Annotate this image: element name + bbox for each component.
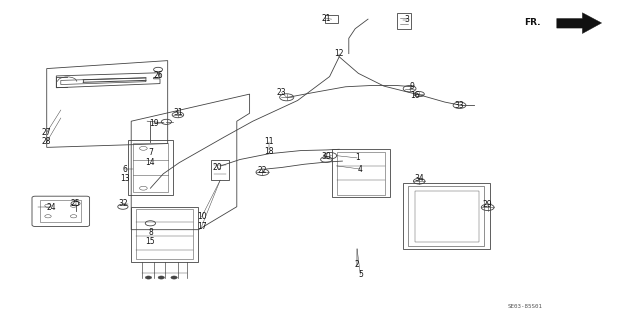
- Text: 2: 2: [355, 260, 360, 269]
- Text: 10: 10: [196, 212, 207, 221]
- Text: 23: 23: [276, 88, 287, 97]
- Text: 29: 29: [483, 200, 493, 209]
- Polygon shape: [557, 13, 602, 33]
- Text: 26: 26: [154, 71, 164, 80]
- Bar: [403, 183, 490, 249]
- Text: 33: 33: [454, 101, 465, 110]
- Circle shape: [145, 276, 152, 279]
- Bar: [136, 209, 193, 259]
- Text: 17: 17: [196, 222, 207, 231]
- Bar: [397, 13, 411, 29]
- Text: 5: 5: [358, 270, 363, 279]
- Text: 18: 18: [264, 147, 273, 156]
- Bar: [332, 149, 390, 197]
- Bar: [128, 140, 173, 195]
- Text: SE03-85S01: SE03-85S01: [508, 304, 542, 309]
- Text: 22: 22: [258, 166, 267, 175]
- Text: 28: 28: [42, 137, 51, 146]
- Text: 6: 6: [122, 165, 127, 174]
- Text: 13: 13: [120, 174, 130, 183]
- Text: 15: 15: [145, 237, 156, 246]
- Text: 4: 4: [358, 165, 363, 174]
- Bar: [131, 207, 198, 262]
- Text: 34: 34: [414, 174, 424, 182]
- Text: 9: 9: [410, 82, 415, 91]
- Bar: [40, 200, 81, 222]
- Text: 24: 24: [46, 203, 56, 212]
- Text: 19: 19: [148, 119, 159, 128]
- Text: 27: 27: [42, 128, 52, 137]
- Bar: [133, 143, 168, 192]
- Text: 16: 16: [410, 91, 420, 100]
- Text: 3: 3: [404, 15, 410, 24]
- Circle shape: [171, 276, 177, 279]
- Circle shape: [158, 276, 164, 279]
- Text: 12: 12: [335, 49, 344, 58]
- Text: 21: 21: [322, 14, 331, 23]
- Bar: [337, 152, 385, 195]
- Text: FR.: FR.: [524, 19, 541, 27]
- Text: 30: 30: [321, 152, 332, 161]
- Text: 1: 1: [355, 153, 360, 162]
- Text: 11: 11: [264, 137, 273, 146]
- Text: 20: 20: [212, 163, 223, 172]
- Text: 32: 32: [118, 199, 128, 208]
- Text: 25: 25: [70, 199, 81, 208]
- Text: 14: 14: [145, 158, 156, 167]
- Text: 8: 8: [148, 228, 153, 237]
- Bar: [325, 15, 338, 23]
- Text: 7: 7: [148, 148, 153, 157]
- Bar: [415, 191, 479, 242]
- Text: 31: 31: [173, 108, 183, 117]
- Bar: [211, 160, 229, 180]
- Bar: [408, 186, 484, 246]
